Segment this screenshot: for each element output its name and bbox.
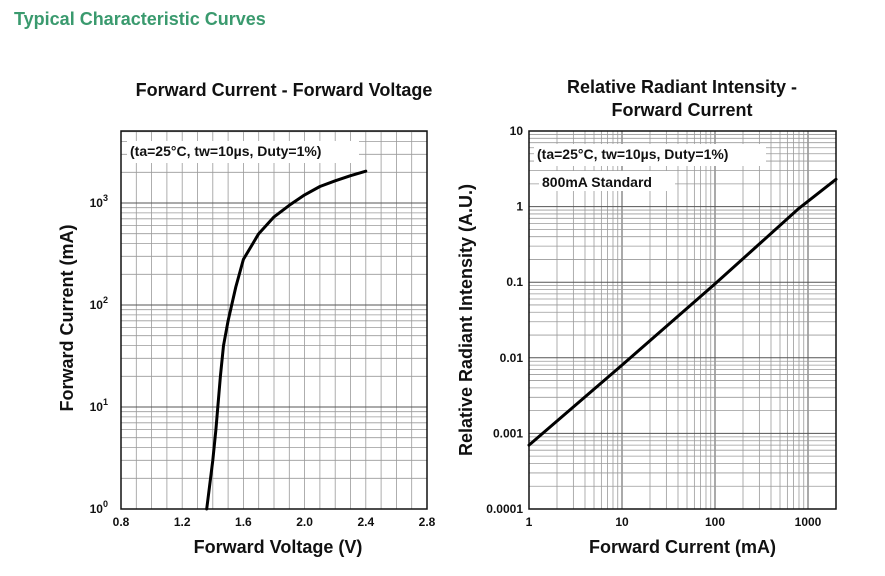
chart1-y-tick-label: 100 — [90, 499, 108, 516]
chart2-x-tick-label: 100 — [705, 515, 725, 529]
chart1-x-tick-label: 2.8 — [419, 515, 436, 529]
chart1-annotation-bg — [127, 141, 359, 163]
chart2-x-tick-label: 1 — [526, 515, 533, 529]
chart2-x-tick-label: 10 — [615, 515, 629, 529]
chart2-annotation: (ta=25°C, tw=10µs, Duty=1%) — [537, 146, 728, 162]
chart2-y-tick-label: 0.1 — [506, 275, 523, 289]
chart2-y-tick-label: 10 — [510, 124, 524, 138]
chart2-series-line — [527, 177, 838, 447]
chart2-title-line1: Relative Radiant Intensity - — [567, 77, 797, 97]
chart1-x-tick-label: 2.0 — [296, 515, 313, 529]
chart1-y-tick-label: 103 — [90, 193, 108, 210]
chart2-y-tick-label: 1 — [516, 200, 523, 214]
chart1-y-tick-label: 102 — [90, 295, 108, 312]
chart1-x-tick-label: 0.8 — [113, 515, 130, 529]
section-title: Typical Characteristic Curves — [14, 9, 266, 29]
chart1-y-axis-label: Forward Current (mA) — [57, 224, 77, 411]
chart2-title-line2: Forward Current — [611, 100, 752, 120]
chart2-standard-label: 800mA Standard — [542, 174, 652, 190]
chart1-y-tick-label: 101 — [90, 397, 108, 414]
chart1-x-tick-label: 1.6 — [235, 515, 252, 529]
chart1-annotation: (ta=25°C, tw=10µs, Duty=1%) — [130, 143, 321, 159]
chart1-grid — [120, 130, 428, 510]
chart2-grid — [528, 131, 837, 510]
chart2-x-tick-label: 1000 — [795, 515, 822, 529]
chart1-series-line — [205, 169, 368, 511]
chart1-x-tick-label: 2.4 — [357, 515, 374, 529]
chart2-standard-bg — [539, 171, 675, 191]
chart1-x-axis-label: Forward Voltage (V) — [194, 537, 363, 557]
chart2-x-axis-label: Forward Current (mA) — [589, 537, 776, 557]
chart2-annotation-bg — [534, 144, 766, 166]
chart1-x-tick-label: 1.2 — [174, 515, 191, 529]
chart1-frame — [120, 130, 428, 510]
chart1-title: Forward Current - Forward Voltage — [136, 80, 433, 100]
chart2-y-axis-label: Relative Radiant Intensity (A.U.) — [456, 184, 476, 456]
chart2-y-tick-label: 0.0001 — [486, 502, 523, 516]
chart2-y-tick-label: 0.001 — [493, 426, 523, 440]
chart2-frame — [528, 130, 837, 510]
chart2-y-tick-label: 0.01 — [500, 351, 524, 365]
